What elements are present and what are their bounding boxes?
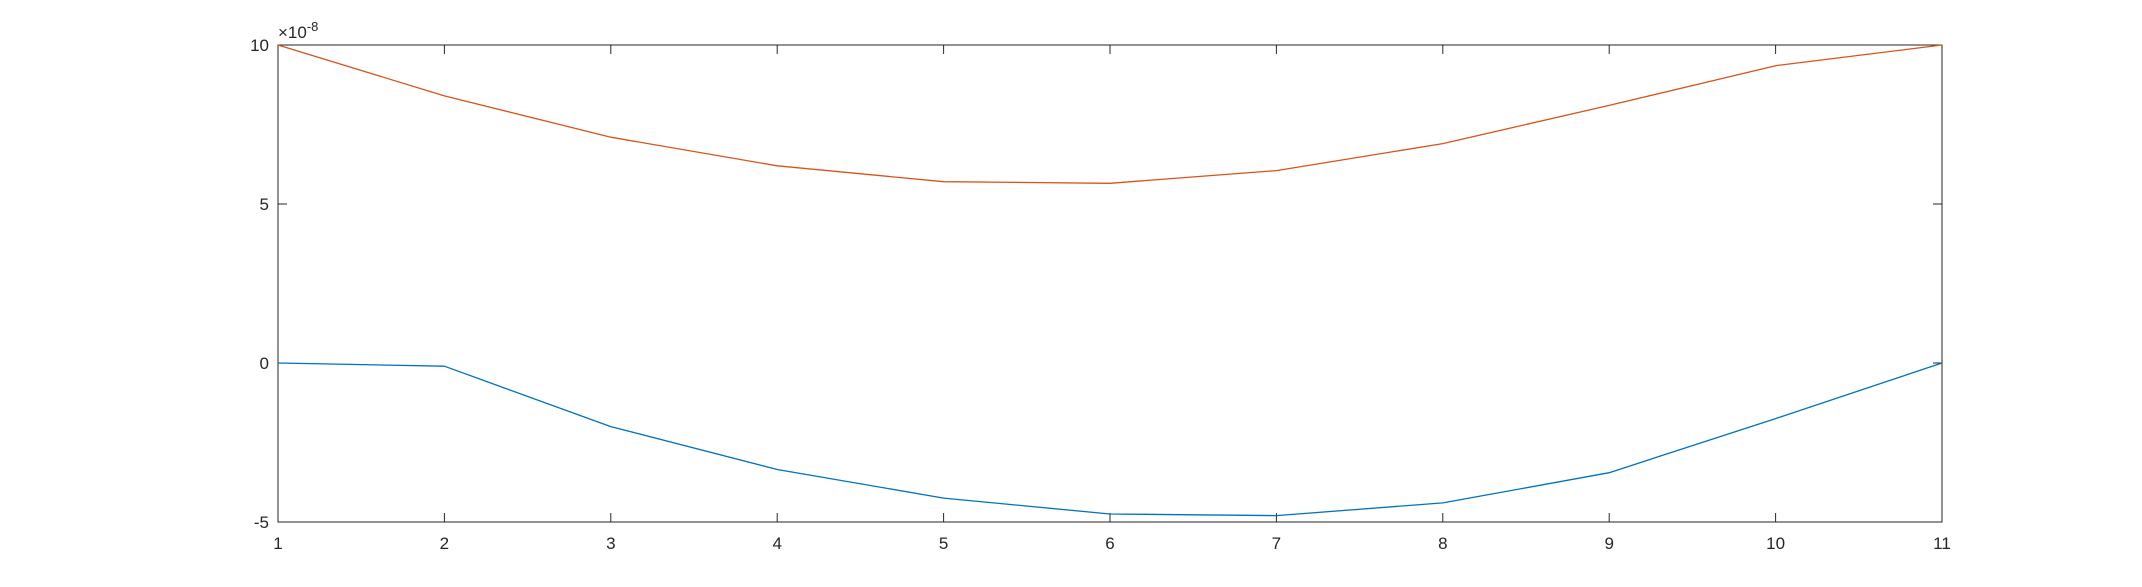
axes: [277, 44, 1943, 523]
tick-labels: 1 2 3 4 5 6 7 8 9 10 11 -5 0 5 10 ×10-8: [250, 19, 1951, 553]
x-tick-label: 2: [440, 534, 449, 553]
y-tick-label: 0: [260, 354, 269, 373]
x-tick-label: 6: [1105, 534, 1114, 553]
x-tick-label: 10: [1766, 534, 1785, 553]
y-exponent-power: -8: [307, 19, 319, 34]
x-tick-label: 8: [1438, 534, 1447, 553]
x-tick-label: 3: [606, 534, 615, 553]
y-tick-label: 5: [260, 195, 269, 214]
x-tick-label: 11: [1933, 534, 1951, 553]
x-tick-label: 9: [1604, 534, 1613, 553]
x-tick-label: 7: [1272, 534, 1281, 553]
series-line-2: [277, 44, 1943, 184]
series-line-1: [277, 362, 1943, 517]
x-tick-label: 5: [939, 534, 948, 553]
y-tick-label: 10: [250, 36, 269, 55]
y-exponent-label: ×10-8: [278, 19, 318, 42]
x-tick-label: 4: [772, 534, 781, 553]
y-tick-label: -5: [254, 513, 269, 532]
series-group: [277, 44, 1943, 517]
x-tick-label: 1: [273, 534, 282, 553]
y-exponent-base: ×10: [278, 23, 307, 42]
